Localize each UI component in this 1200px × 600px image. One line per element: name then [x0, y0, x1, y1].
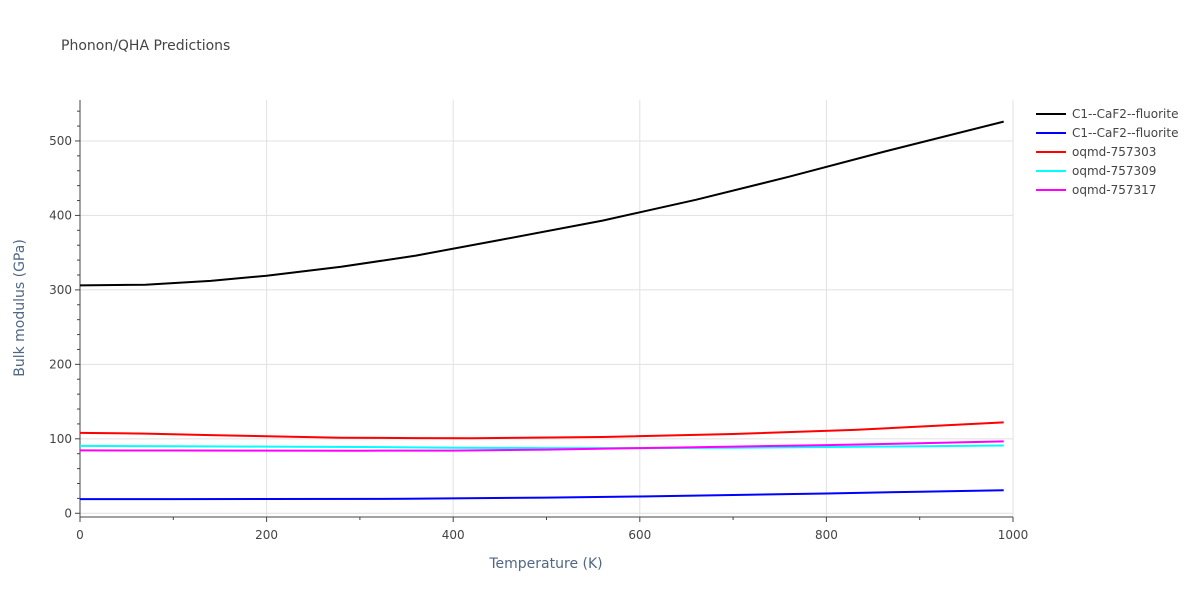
- x-tick-label: 200: [255, 528, 278, 542]
- x-tick-label: 400: [442, 528, 465, 542]
- grid: [80, 100, 1014, 517]
- y-tick-label: 200: [49, 357, 72, 371]
- x-tick-label: 1000: [998, 528, 1029, 542]
- chart-title: Phonon/QHA Predictions: [61, 38, 230, 54]
- y-tick-label: 100: [49, 432, 72, 446]
- legend-item[interactable]: oqmd-757309: [1036, 164, 1156, 178]
- y-tick-label: 400: [49, 208, 72, 222]
- series-lines: [79, 120, 1004, 501]
- y-tick-label: 300: [49, 283, 72, 297]
- x-tick-label: 800: [815, 528, 838, 542]
- series-line-3: [79, 421, 1004, 440]
- legend-item[interactable]: oqmd-757303: [1036, 145, 1156, 159]
- series-line-2: [80, 489, 1004, 501]
- x-tick-label: 0: [76, 528, 84, 542]
- legend-item[interactable]: oqmd-757317: [1036, 183, 1156, 197]
- legend-item[interactable]: C1--CaF2--fluorite: [1036, 107, 1178, 121]
- y-axis-label: Bulk modulus (GPa): [12, 239, 28, 377]
- y-tick-label: 500: [49, 134, 72, 148]
- series-line-4: [79, 444, 1004, 450]
- series-line-1: [79, 120, 1004, 287]
- y-tick-label: 0: [64, 506, 72, 520]
- legend-label: oqmd-757309: [1072, 164, 1156, 178]
- legend-label: C1--CaF2--fluorite: [1072, 126, 1178, 140]
- axes: 0 200 400 600 800 1000 0 100 200 300 400 500: [49, 100, 1028, 542]
- legend-item[interactable]: C1--CaF2--fluorite: [1036, 126, 1178, 140]
- legend-label: oqmd-757317: [1072, 183, 1156, 197]
- series-line-5: [79, 440, 1004, 452]
- legend-label: C1--CaF2--fluorite: [1072, 107, 1178, 121]
- x-axis-label: Temperature (K): [488, 556, 602, 572]
- legend[interactable]: C1--CaF2--fluorite C1--CaF2--fluorite oqmd…: [1036, 107, 1178, 197]
- x-tick-label: 600: [628, 528, 651, 542]
- legend-label: oqmd-757303: [1072, 145, 1156, 159]
